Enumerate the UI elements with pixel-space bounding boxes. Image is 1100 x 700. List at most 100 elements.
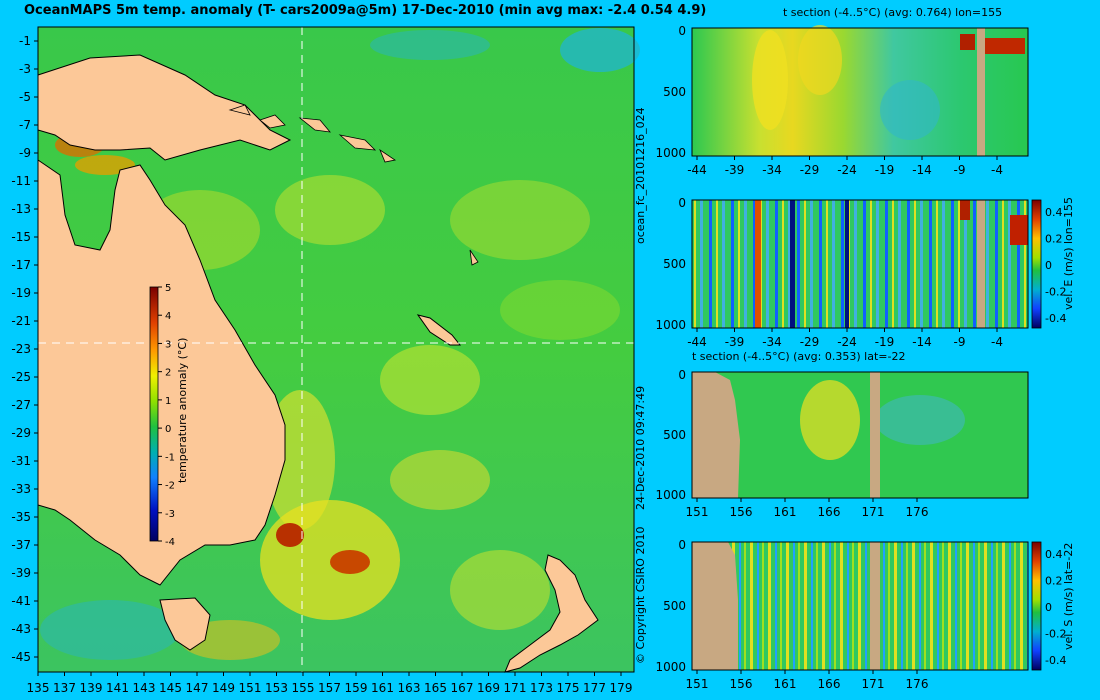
panel-x-tick-label: -39	[725, 163, 745, 177]
panel-x-tick-label: 156	[730, 505, 753, 519]
lat-tick-label: -21	[11, 314, 31, 328]
colorbar-tick-label: 2	[165, 368, 171, 379]
map-colorbar-ticks: 5 4 3 2 1 0 -1 -2 -3 -4	[158, 283, 175, 548]
lat-tick-label: -7	[19, 118, 31, 132]
panel-x-tick-label: -19	[875, 163, 895, 177]
panel-colorbar-tick-label: -0.4	[1045, 654, 1066, 667]
lon-tick-label: 149	[212, 681, 235, 695]
panel-x-tick-label: 176	[906, 505, 929, 519]
lat-tick-label: -9	[19, 146, 31, 160]
lon-tick-label: 171	[504, 681, 527, 695]
lat-tick-label: -39	[11, 566, 31, 580]
panel-x-tick-label: -44	[687, 163, 707, 177]
island-chain	[228, 104, 479, 266]
lon-tick-label: 155	[292, 681, 315, 695]
panel-colorbar-tick-label: 0	[1045, 259, 1052, 272]
colorbar-tick-label: 4	[165, 311, 171, 322]
panel-x-tick-label: -19	[875, 335, 895, 349]
panel-x-tick-label: 171	[862, 677, 885, 691]
lat-tick-label: -45	[11, 650, 31, 664]
lat-tick-label: -31	[11, 454, 31, 468]
panel-x-tick-label: -9	[954, 335, 966, 349]
lat-tick-label: -13	[11, 202, 31, 216]
section-panels: t section (-4..5°C) (avg: 0.764) lon=155…	[655, 6, 1075, 691]
lon-tick-label: 163	[398, 681, 421, 695]
lat-tick-label: -11	[11, 174, 31, 188]
panel-x-tick-label: 151	[686, 505, 709, 519]
colorbar-tick-label: 0	[165, 424, 171, 435]
panel-y-tick-label: 500	[663, 428, 686, 442]
lat-tick-label: -27	[11, 398, 31, 412]
lon-tick-label: 159	[345, 681, 368, 695]
lat-tick-label: -33	[11, 482, 31, 496]
panel-colorbar-tick-label: -0.2	[1045, 628, 1066, 641]
lat-tick-label: -29	[11, 426, 31, 440]
panel-x-tick-label: 171	[862, 505, 885, 519]
lon-tick-label: 169	[477, 681, 500, 695]
panel-x-tick-label: -14	[912, 163, 932, 177]
panel-x-tick-label: -24	[837, 335, 857, 349]
panel-x-tick-label: -34	[762, 163, 782, 177]
panel-y-tick-label: 0	[678, 368, 686, 382]
panel-axis-ticks: 0 500 1000 -44 -39 -34 -29 -24 -19 -14 -9 -4 0 500 100…	[655, 24, 1066, 691]
colorbar-tick-label: -1	[165, 452, 175, 463]
panel-x-tick-label: 151	[686, 677, 709, 691]
panel-y-tick-label: 1000	[655, 318, 686, 332]
panel-x-tick-label: 156	[730, 677, 753, 691]
panel-x-tick-label: -39	[725, 335, 745, 349]
lon-tick-label: 135	[27, 681, 50, 695]
lon-tick-label: 167	[451, 681, 474, 695]
new-zealand-land	[504, 554, 599, 673]
lon-tick-label: 141	[106, 681, 129, 695]
panel4-plot	[691, 541, 1042, 671]
panel-x-tick-label: -24	[837, 163, 857, 177]
colorbar-tick-label: -4	[165, 537, 175, 548]
panel-y-tick-label: 1000	[655, 660, 686, 674]
lon-tick-label: 165	[424, 681, 447, 695]
lon-tick-label: 157	[318, 681, 341, 695]
panel-colorbar-tick-label: 0.4	[1045, 206, 1063, 219]
panel-colorbar-tick-label: 0.2	[1045, 233, 1063, 246]
lon-tick-label: 153	[265, 681, 288, 695]
panel-x-tick-label: -34	[762, 335, 782, 349]
panel1-title: t section (-4..5°C) (avg: 0.764) lon=155	[783, 6, 1002, 19]
panel-y-tick-label: 0	[678, 538, 686, 552]
panel-y-tick-label: 500	[663, 85, 686, 99]
panel-y-tick-label: 1000	[655, 488, 686, 502]
lon-tick-label: 175	[557, 681, 580, 695]
new-caledonia-land	[416, 314, 462, 346]
page-title: OceanMAPS 5m temp. anomaly (T- cars2009a…	[24, 3, 707, 18]
panel3-plot	[691, 371, 1029, 499]
lat-tick-label: -19	[11, 286, 31, 300]
panel-y-tick-label: 0	[678, 196, 686, 210]
latitude-ticks: -1 -3 -5 -7 -9 -11 -13 -15 -17 -19 -21 -23 -25 -27 -29…	[11, 34, 38, 664]
lon-tick-label: 161	[371, 681, 394, 695]
colorbar-tick-label: 5	[165, 283, 171, 294]
lat-tick-label: -1	[19, 34, 31, 48]
panel4-colorbar-label: vel. S (m/s) lat=-22	[1062, 543, 1075, 650]
panel-colorbar-tick-label: -0.2	[1045, 286, 1066, 299]
lat-tick-label: -3	[19, 62, 31, 76]
lat-tick-label: -37	[11, 538, 31, 552]
lat-tick-label: -25	[11, 370, 31, 384]
lon-tick-label: 137	[53, 681, 76, 695]
lon-tick-label: 143	[133, 681, 156, 695]
anomaly-patches	[40, 28, 640, 660]
lat-tick-label: -17	[11, 258, 31, 272]
panel-x-tick-label: -4	[991, 163, 1003, 177]
lat-tick-label: -15	[11, 230, 31, 244]
lon-tick-label: 179	[610, 681, 633, 695]
panel-x-tick-label: 161	[774, 505, 797, 519]
panel-x-tick-label: -14	[912, 335, 932, 349]
map-colorbar	[149, 286, 159, 542]
longitude-ticks: 135 137 139 141 143 145 147 149 151 153 155 157 159 1…	[27, 672, 633, 695]
panel2-colorbar-label: vel. E (m/s) lon=155	[1062, 197, 1075, 310]
panel-x-tick-label: 161	[774, 677, 797, 691]
new-guinea-land	[37, 54, 292, 161]
tasmania-land	[159, 597, 211, 651]
australia-land	[37, 159, 286, 586]
panel-x-tick-label: 166	[818, 505, 841, 519]
panel-x-tick-label: 166	[818, 677, 841, 691]
panel-x-tick-label: -29	[800, 335, 820, 349]
